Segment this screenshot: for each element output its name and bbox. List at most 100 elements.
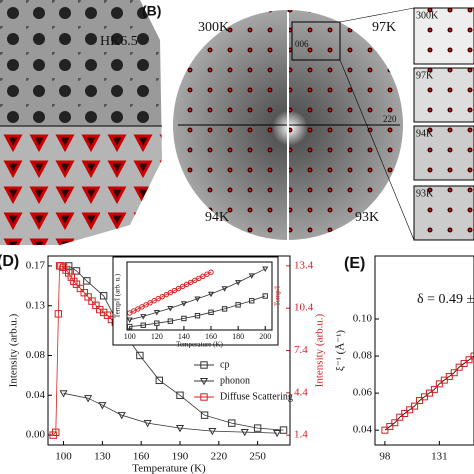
marker [65,269,73,277]
marker [72,280,81,288]
y-axis-label: Intensity (arb.u.) [8,313,20,387]
marker [140,314,147,320]
marker [248,273,255,279]
marker [84,293,92,301]
marker [240,429,249,437]
marker [450,369,458,377]
plot-frame [47,255,291,446]
y2-tick-label: 7.4 [294,344,308,356]
x-tick-label: 200 [259,332,271,341]
marker [194,313,201,319]
marker [175,285,182,292]
marker [192,277,198,284]
marker [460,359,468,367]
marker [57,262,65,270]
x-tick-label: 98 [379,451,391,463]
marker [147,300,153,306]
x-tick-label: 160 [133,451,150,463]
marker [80,288,88,297]
y-tick-label: 0.06 [353,387,373,399]
y-axis-label: Temp/I (arb. u.) [114,273,122,318]
y-tick-label: 0.00 [26,429,46,441]
marker [187,279,194,286]
marker [199,377,209,386]
marker [421,393,428,401]
marker [167,305,174,312]
temp-label: 300K [198,20,229,35]
temp-label: 97K [372,20,396,35]
map-label: HK6.5 [100,34,138,49]
marker [200,361,208,369]
marker [204,271,210,277]
marker [135,306,141,312]
panel-tag: (D) [0,253,19,270]
marker [406,406,414,414]
inset-label: 94K [416,128,434,139]
marker [262,293,268,299]
y-tick-label: 0.04 [353,424,373,436]
y2-tick-label: 13.4 [294,259,314,271]
marker [430,385,438,393]
series-line [129,268,266,321]
marker [67,273,75,281]
marker [401,410,409,417]
peak-label: 220 [383,114,397,124]
marker [167,318,174,324]
marker [248,298,255,304]
marker [76,284,85,293]
x-tick-label: 220 [211,451,228,463]
marker [103,311,112,319]
annotation: δ = 0.49 ± [417,292,474,307]
peak-label: 006 [295,39,309,49]
series-line [129,295,266,327]
marker [127,323,133,330]
marker [59,390,68,398]
inset-frame [112,256,279,346]
temp-label: 93K [355,210,379,225]
marker [92,301,100,310]
marker [440,376,448,384]
marker [221,306,228,312]
marker [84,395,93,403]
temp-label: 94K [205,210,229,225]
marker [253,424,262,432]
marker [435,380,443,388]
marker [126,317,133,324]
marker [262,266,269,273]
series-line [129,271,212,314]
y2-tick-label: 10.4 [294,302,314,314]
legend-label: Diffuse Scattering [220,391,293,402]
marker [65,262,73,270]
marker [396,413,404,421]
series-line [63,392,278,434]
series-line [68,265,284,431]
x-tick-label: 100 [55,451,72,463]
inset-label: 93K [416,188,434,199]
marker [200,411,209,419]
marker [151,298,157,304]
x-tick-label: 180 [232,332,244,341]
y-tick-label: 0.17 [26,259,46,271]
marker [179,283,186,290]
x-tick-label: 100 [124,332,136,341]
marker [175,425,185,433]
marker [155,376,163,385]
marker [200,393,208,401]
chart: 100 130 160 190 220 250 0.00 0.04 0.08 0.13 0.17 1.… [8,255,326,474]
marker [455,363,463,371]
marker [117,412,126,420]
marker [416,397,424,405]
marker [163,291,169,298]
x-tick-label: 131 [431,451,448,463]
marker [465,356,473,364]
marker [83,277,91,285]
marker [99,292,108,300]
marker [159,293,165,300]
marker [183,281,190,288]
panel-b: (B) 300K 97K 94K 93K 006 220 300K 97K 94… [142,3,474,241]
marker [235,280,242,286]
x-tick-label: 140 [178,332,190,341]
series-line [384,355,474,431]
marker [208,309,214,316]
